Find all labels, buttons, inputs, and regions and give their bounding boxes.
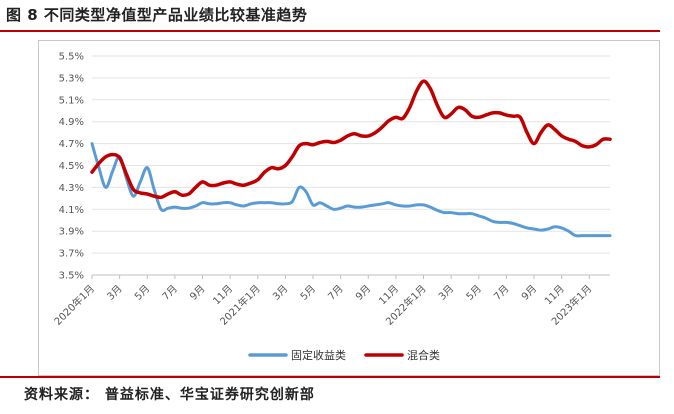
grid bbox=[92, 55, 610, 276]
x-tick-label: 11月 bbox=[542, 283, 567, 308]
source-note: 资料来源： 普益标准、华宝证券研究创新部 bbox=[24, 387, 315, 403]
y-tick-label: 4.5% bbox=[59, 161, 84, 172]
legend-label: 固定收益类 bbox=[291, 348, 346, 362]
y-tick-label: 4.9% bbox=[59, 117, 84, 128]
y-tick-label: 3.7% bbox=[59, 249, 84, 260]
y-tick-label: 4.1% bbox=[59, 205, 84, 216]
y-axis-ticks: 5.5% 5.3% 5.1% 4.9% 4.7% 4.5% 4.3% 4.1% 3.9% 3.7%… bbox=[59, 52, 84, 282]
x-tick-label: 9月 bbox=[188, 283, 208, 303]
x-tick-label: 9月 bbox=[353, 283, 373, 303]
series-line-fixed-income bbox=[90, 142, 612, 238]
y-tick-label: 5.3% bbox=[59, 73, 84, 84]
x-tick-label: 11月 bbox=[376, 283, 401, 308]
y-tick-label: 5.5% bbox=[59, 52, 84, 63]
x-tick-label: 9月 bbox=[519, 283, 539, 303]
y-tick-label: 3.9% bbox=[59, 227, 84, 238]
series-line-mixed bbox=[90, 79, 612, 200]
x-tick-label: 7月 bbox=[326, 283, 346, 303]
x-tick-label: 7月 bbox=[491, 283, 511, 303]
legend: 固定收益类 混合类 bbox=[248, 348, 440, 362]
y-tick-label: 3.5% bbox=[59, 271, 84, 282]
top-rule bbox=[0, 30, 660, 32]
y-tick-label: 4.7% bbox=[59, 139, 84, 150]
plot-frame bbox=[38, 40, 660, 376]
x-tick-label: 5月 bbox=[464, 283, 484, 303]
x-tick-label: 11月 bbox=[211, 283, 236, 308]
series-lines bbox=[90, 79, 612, 238]
x-tick-label: 5月 bbox=[132, 283, 152, 303]
x-tick-label: 5月 bbox=[298, 283, 318, 303]
figure-title: 图 8 不同类型净值型产品业绩比较基准趋势 bbox=[6, 6, 308, 24]
x-tick-label: 7月 bbox=[160, 283, 180, 303]
x-tick-label: 2020年1月 bbox=[51, 282, 97, 328]
x-tick-label: 3月 bbox=[270, 283, 290, 303]
y-tick-label: 5.1% bbox=[59, 95, 84, 106]
x-tick-label: 3月 bbox=[105, 283, 125, 303]
legend-label: 混合类 bbox=[407, 348, 440, 362]
y-tick-label: 4.3% bbox=[59, 183, 84, 194]
bottom-rule bbox=[0, 376, 660, 378]
x-tick-label: 3月 bbox=[436, 283, 456, 303]
